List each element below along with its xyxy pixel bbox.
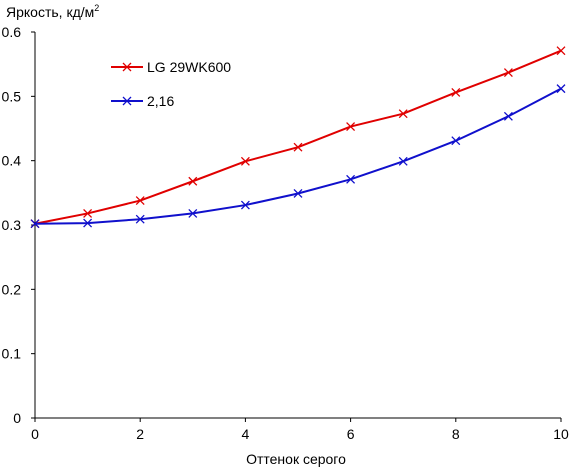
y-axis-title-superscript: 2 xyxy=(94,3,99,13)
legend-label: LG 29WK600 xyxy=(147,59,231,75)
x-axis-title: Оттенок серого xyxy=(246,451,346,467)
data-point xyxy=(135,214,145,224)
data-point xyxy=(398,109,408,119)
y-tick-label: 0 xyxy=(13,410,21,426)
series-line xyxy=(34,87,562,225)
series-line xyxy=(34,49,562,225)
x-tick-label: 4 xyxy=(242,426,250,442)
x-tick-label: 2 xyxy=(136,426,144,442)
data-point xyxy=(556,84,566,94)
y-tick-label: 0.5 xyxy=(2,88,22,104)
x-tick-label: 0 xyxy=(31,426,39,442)
data-point xyxy=(240,200,250,210)
y-axis-ticks: 0 0.1 0.2 0.3 0.4 0.5 0.6 xyxy=(2,24,35,426)
x-tick-label: 10 xyxy=(553,426,569,442)
y-tick-label: 0.2 xyxy=(2,281,22,297)
plot-area: 0 0.1 0.2 0.3 0.4 0.5 0.6 0 2 4 6 8 10 xyxy=(2,24,569,442)
data-point xyxy=(293,189,303,198)
data-point xyxy=(83,218,93,228)
legend-label: 2,16 xyxy=(147,93,174,109)
data-point xyxy=(188,176,198,186)
legend: LG 29WK600 2,16 xyxy=(111,59,231,109)
y-tick-label: 0.6 xyxy=(2,24,22,40)
data-point xyxy=(293,142,303,152)
y-axis-title: Яркость, кд/м2 xyxy=(6,3,99,20)
data-point xyxy=(346,174,356,184)
series-2 xyxy=(30,84,566,229)
series-layer xyxy=(30,46,566,229)
data-point xyxy=(503,111,513,121)
data-point xyxy=(451,136,461,146)
legend-item: LG 29WK600 xyxy=(111,59,231,75)
data-point xyxy=(83,208,93,218)
x-tick-label: 6 xyxy=(347,426,355,442)
legend-item: 2,16 xyxy=(111,93,174,109)
legend-marker xyxy=(122,62,132,72)
data-point xyxy=(240,156,250,166)
y-tick-label: 0.1 xyxy=(2,346,22,362)
y-tick-label: 0.3 xyxy=(2,217,22,233)
x-axis-ticks: 0 2 4 6 8 10 xyxy=(31,418,569,442)
series-1 xyxy=(30,46,566,229)
legend-marker xyxy=(122,96,132,106)
data-point xyxy=(30,219,40,229)
data-point xyxy=(346,122,356,132)
data-point xyxy=(556,46,566,56)
data-point xyxy=(188,208,198,218)
data-point xyxy=(398,156,408,166)
y-tick-label: 0.4 xyxy=(2,153,22,169)
data-point xyxy=(135,196,145,206)
y-axis-title-text: Яркость, кд/м xyxy=(6,4,94,20)
data-point xyxy=(451,88,461,97)
data-point xyxy=(503,68,513,77)
x-tick-label: 8 xyxy=(452,426,460,442)
